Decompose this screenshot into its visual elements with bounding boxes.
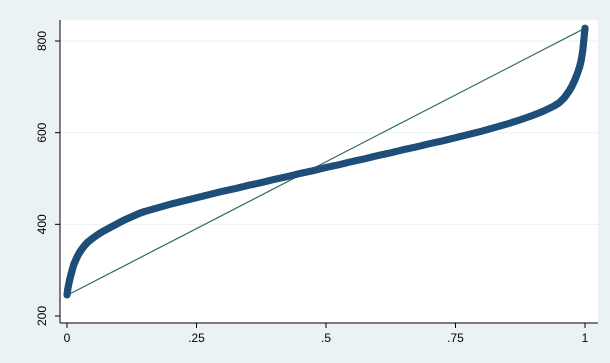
reference-line bbox=[66, 27, 586, 296]
x-tick-label: 0 bbox=[64, 331, 71, 345]
x-ticks-layer: 0 .25 .5 .75 1 bbox=[64, 323, 589, 345]
grid-layer bbox=[60, 40, 598, 225]
x-tick-label: 1 bbox=[582, 331, 589, 345]
y-ticks-layer: 200 400 600 800 bbox=[35, 31, 60, 326]
y-tick-label: 600 bbox=[35, 122, 49, 142]
reference-line-layer bbox=[66, 27, 586, 296]
y-tick-label: 200 bbox=[35, 306, 49, 326]
data-point bbox=[581, 24, 589, 32]
x-tick-label: .75 bbox=[447, 331, 464, 345]
data-points-layer bbox=[63, 24, 589, 299]
plot-area bbox=[60, 20, 598, 323]
x-tick-label: .25 bbox=[188, 331, 205, 345]
x-tick-label: .5 bbox=[321, 331, 331, 345]
y-tick-label: 800 bbox=[35, 31, 49, 51]
y-tick-label: 400 bbox=[35, 214, 49, 234]
